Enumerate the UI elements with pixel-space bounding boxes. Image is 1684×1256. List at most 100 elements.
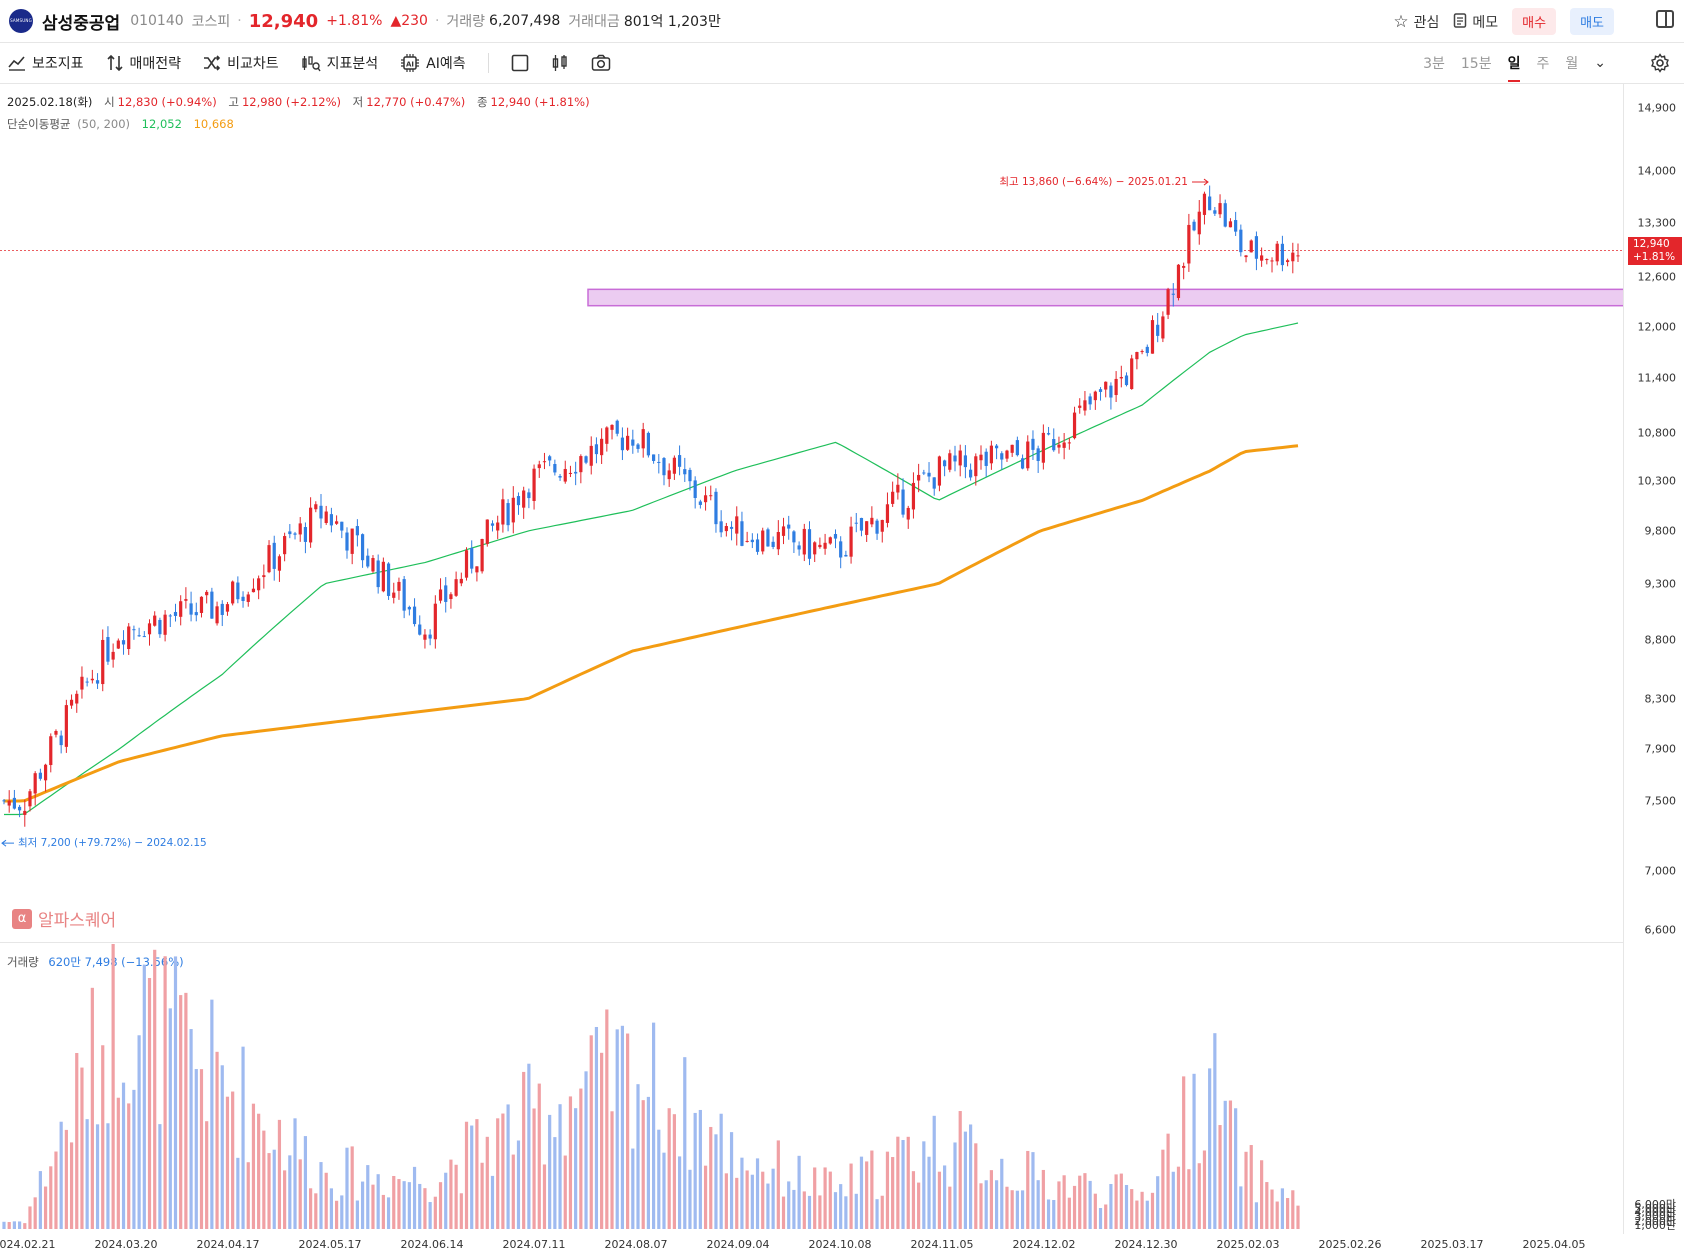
candle-body — [740, 521, 744, 546]
candle-body — [137, 635, 141, 637]
volume-bar — [1280, 1188, 1285, 1229]
volume-bar — [994, 1180, 999, 1229]
side-panel-toggle-icon[interactable] — [1656, 10, 1674, 28]
candle-body — [293, 533, 297, 535]
candle-body — [1275, 243, 1279, 262]
volume-bar — [121, 1082, 126, 1229]
candle — [849, 516, 853, 564]
candle — [386, 562, 391, 600]
ohlc-date: 2025.02.18(화) — [7, 95, 93, 109]
volume-bar — [1015, 1190, 1019, 1229]
memo-button[interactable]: 메모 — [1453, 12, 1498, 32]
candle — [1182, 262, 1186, 280]
volume-panel-value: 620만 7,498 (−13.56%) — [48, 955, 184, 969]
candle-body — [303, 527, 308, 542]
analysis-button[interactable]: 지표분석 — [301, 53, 378, 73]
buy-button[interactable]: 매수 — [1512, 8, 1557, 35]
candle — [355, 519, 359, 547]
candle — [241, 591, 245, 608]
watch-button[interactable]: ☆ 관심 — [1393, 12, 1439, 32]
volume-bar — [501, 1113, 505, 1229]
candle-body — [1119, 376, 1123, 379]
layout-button[interactable] — [511, 54, 529, 72]
candle-body — [833, 534, 838, 539]
tab-month[interactable]: 월 — [1565, 56, 1579, 72]
volume-bar — [1135, 1200, 1139, 1229]
candle — [1166, 287, 1170, 320]
volume-bar — [667, 1108, 671, 1229]
volume-bar — [1062, 1175, 1066, 1229]
watermark: α 알파스퀘어 — [12, 906, 116, 931]
volume-chart[interactable] — [0, 944, 1624, 1234]
volume-bar — [641, 1100, 645, 1229]
candle — [1088, 393, 1092, 410]
ma-label[interactable]: 단순이동평균 — [7, 117, 71, 131]
volume-bar — [688, 1169, 692, 1229]
strategy-button[interactable]: 매매전략 — [106, 53, 181, 73]
volume-bar — [657, 1129, 661, 1229]
candle-body — [28, 791, 32, 807]
volume-bar — [833, 1192, 838, 1229]
ma200-value: 10,668 — [193, 117, 234, 131]
candle — [449, 592, 453, 609]
candle — [319, 494, 323, 529]
sell-button[interactable]: 매도 — [1570, 8, 1614, 35]
volume-bar — [314, 1193, 318, 1229]
chevron-down-icon[interactable]: ⌄ — [1594, 55, 1606, 71]
candle — [480, 538, 484, 574]
volume-bar — [257, 1113, 261, 1229]
candle — [714, 488, 718, 533]
candle-body — [257, 578, 261, 591]
compare-button[interactable]: 비교차트 — [203, 53, 279, 73]
ai-predict-button[interactable]: AI AI예측 — [400, 53, 466, 73]
volume-bar — [989, 1170, 993, 1229]
tab-15min[interactable]: 15분 — [1460, 56, 1492, 72]
indicator-button[interactable]: 보조지표 — [8, 53, 84, 73]
chart-toolbar: 보조지표 매매전략 비교차트 지표분석 AI AI예측 3분 15분 — [0, 43, 1684, 84]
candle-body — [683, 469, 687, 475]
candle — [1234, 211, 1238, 237]
candle-body — [153, 615, 157, 626]
chart-type-button[interactable] — [551, 54, 569, 72]
volume-bar — [906, 1136, 910, 1229]
candle — [885, 492, 890, 528]
candle — [485, 519, 489, 547]
price-axis-label: 12,600 — [1637, 270, 1677, 284]
tab-3min[interactable]: 3분 — [1423, 56, 1445, 72]
candle — [225, 601, 230, 616]
candle-body — [1015, 440, 1019, 456]
candle-body — [1249, 240, 1253, 253]
tab-week[interactable]: 주 — [1536, 56, 1550, 72]
candle — [989, 440, 993, 470]
volume-bar — [1067, 1197, 1071, 1229]
candle-body — [927, 472, 931, 477]
candle — [496, 515, 500, 540]
volume-bar — [802, 1191, 806, 1229]
date-axis-label: 2025.02.26 — [1318, 1238, 1382, 1251]
volume-bar — [636, 1084, 640, 1229]
gear-icon[interactable] — [1650, 53, 1670, 73]
candle — [132, 625, 136, 640]
volume-bar — [1296, 1205, 1300, 1229]
candle — [792, 530, 796, 554]
change-amount: ▲230 — [390, 13, 428, 29]
volume-bar — [542, 1164, 547, 1229]
candle — [937, 455, 942, 492]
candle-body — [350, 528, 354, 554]
candle-body — [397, 581, 401, 591]
close-label: 종 — [476, 95, 488, 109]
screenshot-button[interactable] — [591, 54, 611, 72]
tab-day[interactable]: 일 — [1507, 44, 1521, 82]
price-chart[interactable]: 최고 13,860 (−6.64%) − 2025.01.21 최저 7,200 … — [0, 84, 1624, 942]
candle — [298, 517, 302, 542]
volume-bar — [792, 1189, 796, 1229]
candle-body — [205, 591, 209, 596]
volume-bar — [319, 1162, 323, 1229]
candle — [158, 617, 162, 638]
price-axis-label: 11,400 — [1637, 371, 1677, 385]
candle — [709, 485, 713, 501]
volume-bar — [1000, 1158, 1004, 1229]
volume-bar — [537, 1083, 541, 1229]
candle-body — [490, 523, 495, 526]
volume-bar — [33, 1197, 37, 1229]
